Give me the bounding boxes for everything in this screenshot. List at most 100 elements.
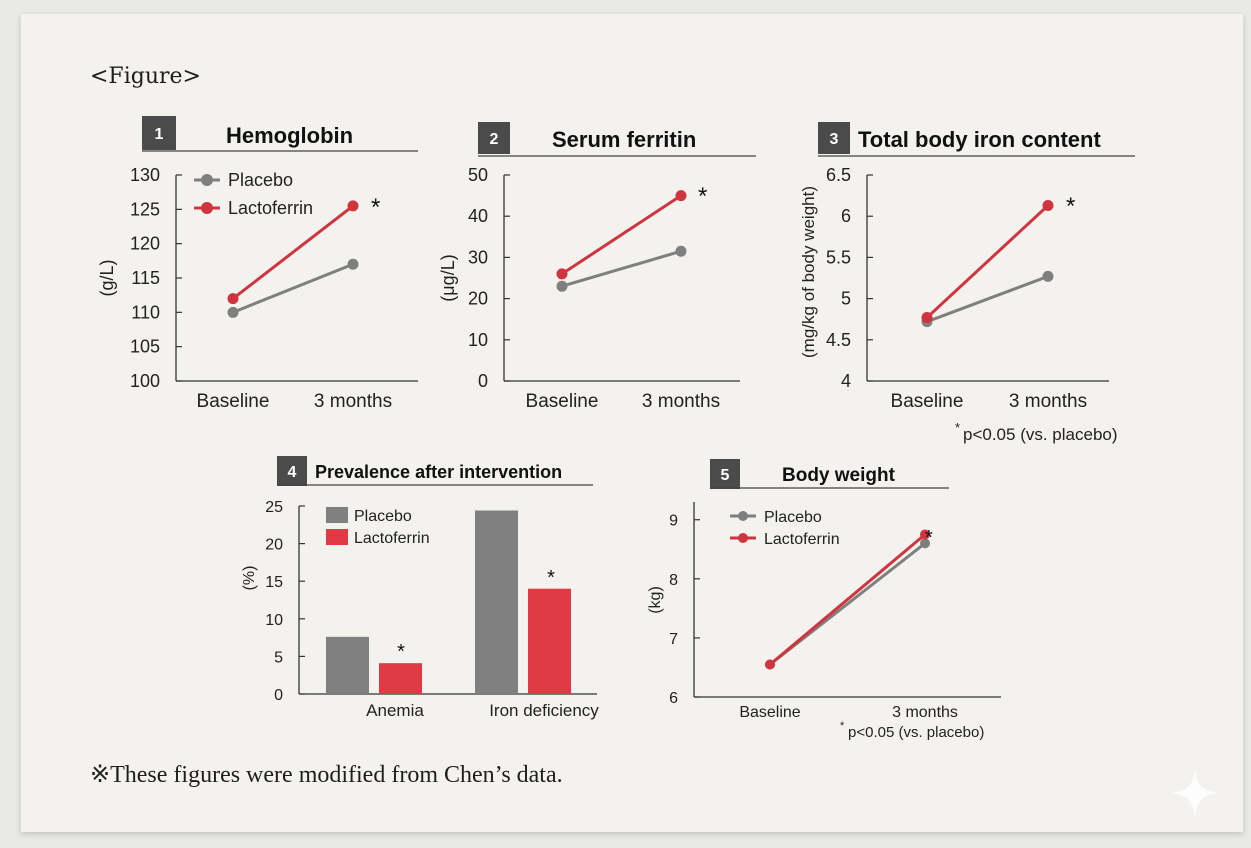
chart3-y-tick-label: 4.5 (826, 330, 851, 350)
chart1-badge-box (142, 116, 176, 150)
chart2-y-tick-label: 40 (468, 206, 488, 226)
chart2-x-category-label: 3 months (642, 391, 720, 412)
chart1-title: Hemoglobin (226, 123, 353, 148)
chart5-lactoferrin-line (769, 533, 926, 666)
chart4-badge-box (277, 456, 307, 486)
chart3-y-tick-label: 5.5 (826, 247, 851, 267)
chart1-badge-number: 1 (155, 126, 164, 143)
chart4-legend-placebo-label: Placebo (354, 508, 412, 525)
chart3-note-mark: * (955, 420, 960, 435)
chart5-y-axis-label: (kg) (647, 586, 664, 614)
chart4-legend-lactoferrin-label: Lactoferrin (354, 530, 430, 547)
chart2-significance-asterisk: * (698, 183, 707, 210)
chart2-x-category-label: Baseline (526, 391, 599, 412)
chart2-y-axis-label: (μg/L) (438, 254, 458, 301)
chart4-x-category-label: Anemia (366, 701, 424, 720)
chart1-y-tick-label: 100 (130, 371, 160, 391)
chart3-y-tick-label: 4 (841, 371, 851, 391)
chart5-y-tick-label: 9 (669, 513, 678, 530)
chart4-significance-asterisk: * (397, 641, 405, 663)
chart3-placebo-point (1042, 270, 1054, 282)
figure-card (21, 14, 1243, 832)
chart3-placebo-line (926, 274, 1049, 324)
sparkle-icon (1170, 768, 1220, 818)
chart3-y-tick-label: 6.5 (826, 165, 851, 185)
chart5-x-category-label: 3 months (892, 704, 958, 721)
chart3-y-tick-label: 5 (841, 289, 851, 309)
chart3-lactoferrin-line (925, 204, 1050, 319)
chart4-legend-placebo-swatch (326, 507, 348, 523)
chart3-significance-asterisk: * (1066, 193, 1075, 220)
chart3-badge-box (818, 122, 850, 154)
chart3-title: Total body iron content (858, 127, 1101, 152)
chart3-lactoferrin-point (1042, 199, 1054, 211)
chart4-y-tick-label: 15 (265, 574, 283, 591)
chart5-significance-note: p<0.05 (vs. placebo) (848, 724, 984, 741)
chart5-lactoferrin-point (765, 659, 775, 670)
figure-label: <Figure> (90, 64, 201, 89)
chart5-legend-lactoferrin-label: Lactoferrin (764, 531, 840, 548)
chart4-y-tick-label: 0 (274, 687, 283, 704)
chart1-placebo-point (227, 306, 239, 318)
chart5-x-category-label: Baseline (739, 704, 800, 721)
chart1-lactoferrin-point (227, 293, 239, 305)
chart1-y-axis-label: (g/L) (97, 259, 117, 296)
chart4-y-axis-label: (%) (241, 566, 258, 591)
chart3-x-category-label: Baseline (891, 391, 964, 412)
chart1-lactoferrin-line (232, 204, 354, 300)
chart3-y-axis-label: (mg/kg of body weight) (799, 186, 818, 358)
chart4-lactoferrin-bar (379, 663, 422, 694)
chart5-legend-lactoferrin-marker (738, 533, 748, 543)
chart4-title: Prevalence after intervention (315, 462, 562, 482)
chart2-title: Serum ferritin (552, 127, 696, 152)
chart2-placebo-point (556, 280, 568, 292)
chart5-lactoferrin-point (920, 529, 930, 540)
chart2-lactoferrin-point (675, 190, 687, 202)
chart5-y-tick-label: 6 (669, 690, 678, 707)
chart1-legend-placebo-marker (201, 174, 213, 186)
chart5-legend-placebo-marker (738, 511, 748, 521)
chart1-placebo-line (232, 262, 354, 314)
chart4-significance-asterisk: * (547, 567, 555, 589)
chart4-y-tick-label: 10 (265, 612, 283, 629)
chart1-legend-lactoferrin-label: Lactoferrin (228, 198, 313, 218)
chart2-y-tick-label: 0 (478, 371, 488, 391)
chart2-badge-number: 2 (490, 131, 499, 148)
chart5-legend-placebo-label: Placebo (764, 509, 822, 526)
chart4-legend-lactoferrin-swatch (326, 529, 348, 545)
chart2-lactoferrin-point (556, 268, 568, 280)
chart3-x-category-label: 3 months (1009, 391, 1087, 412)
chart2-lactoferrin-line (561, 194, 682, 276)
chart1-legend-lactoferrin-marker (201, 202, 213, 214)
chart3-badge-number: 3 (830, 131, 839, 148)
chart3-lactoferrin-point (921, 312, 933, 324)
chart2-y-tick-label: 30 (468, 247, 488, 267)
chart1-x-category-label: 3 months (314, 391, 392, 412)
chart4-placebo-bar (326, 636, 369, 694)
chart1-y-tick-label: 110 (131, 302, 160, 322)
chart2-badge-box (478, 122, 510, 154)
chart4-badge-number: 4 (288, 464, 297, 481)
chart5-significance-asterisk: * (925, 527, 933, 549)
chart2-y-tick-label: 10 (468, 330, 488, 350)
chart3-significance-note: p<0.05 (vs. placebo) (963, 425, 1118, 444)
chart1-y-tick-label: 130 (130, 165, 160, 185)
chart2-placebo-line (561, 249, 682, 288)
chart4-y-tick-label: 25 (265, 499, 283, 516)
chart4-lactoferrin-bar (528, 588, 571, 694)
chart1-y-tick-label: 115 (131, 268, 160, 288)
chart4-y-tick-label: 5 (274, 649, 283, 666)
chart1-x-category-label: Baseline (197, 391, 270, 412)
chart5-y-tick-label: 8 (669, 572, 678, 589)
chart4-y-tick-label: 20 (265, 537, 283, 554)
chart1-legend-placebo-label: Placebo (228, 170, 293, 190)
chart1-significance-asterisk: * (371, 194, 380, 221)
chart5-badge-number: 5 (721, 467, 730, 484)
footnote: ※These figures were modified from Chen’s… (90, 762, 563, 788)
chart1-y-tick-label: 125 (130, 199, 160, 219)
chart5-y-tick-label: 7 (669, 631, 678, 648)
chart1-y-tick-label: 105 (130, 337, 160, 357)
chart4-x-category-label: Iron deficiency (489, 701, 599, 720)
chart3-y-tick-label: 6 (841, 206, 851, 226)
